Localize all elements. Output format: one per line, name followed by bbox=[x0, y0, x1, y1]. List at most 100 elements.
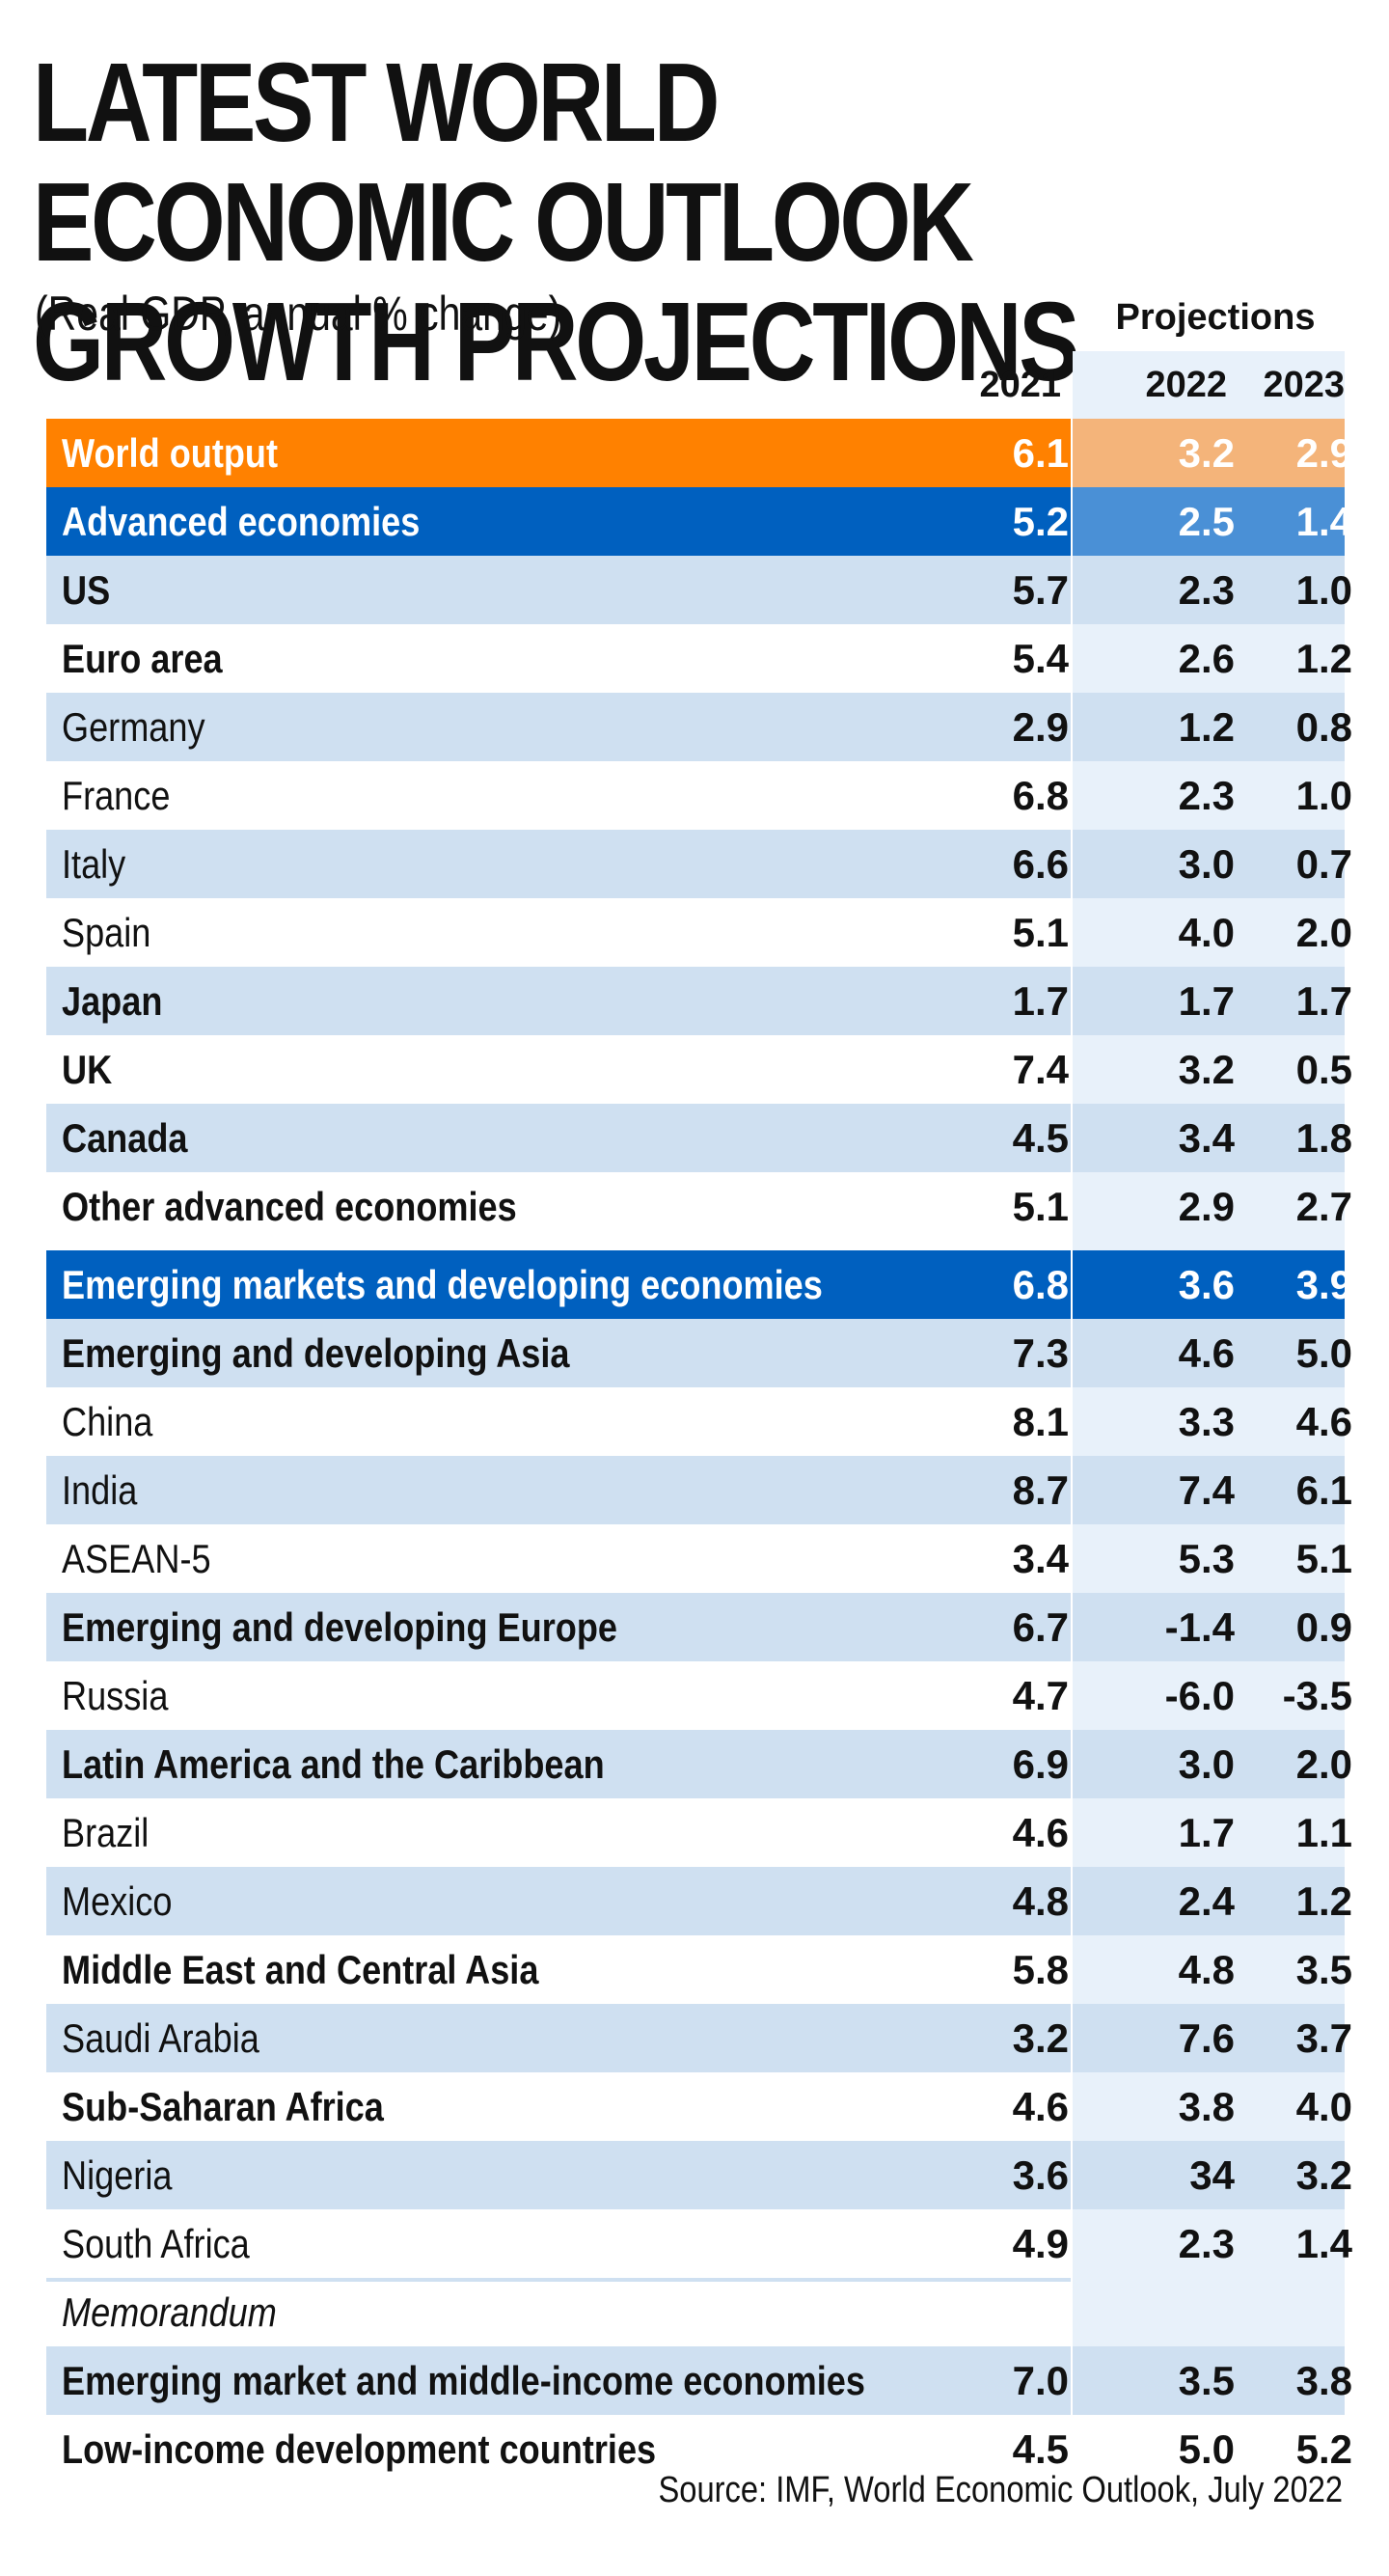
value-2021: 6.8 bbox=[1012, 1261, 1069, 1307]
table-row: Emerging and developing Asia 7.3 4.6 5.0 bbox=[46, 1319, 1352, 1387]
table-row: Emerging market and middle-income econom… bbox=[46, 2346, 1352, 2415]
row-label: Sub-Saharan Africa bbox=[62, 2083, 384, 2129]
column-divider bbox=[1071, 2415, 1073, 2483]
value-2021: 6.9 bbox=[1012, 1740, 1069, 1787]
value-2022: 7.6 bbox=[1178, 2014, 1235, 2061]
row-background bbox=[46, 2346, 1071, 2415]
value-2023: 3.2 bbox=[1295, 2151, 1352, 2198]
row-background bbox=[46, 1104, 1071, 1172]
table-row: Sub-Saharan Africa 4.6 3.8 4.0 bbox=[46, 2072, 1352, 2141]
row-label: Emerging and developing Europe bbox=[62, 1603, 617, 1650]
value-2022: 2.3 bbox=[1178, 2220, 1235, 2266]
row-background bbox=[46, 693, 1071, 761]
row-label: Other advanced economies bbox=[62, 1183, 517, 1229]
value-2022: 3.4 bbox=[1178, 1114, 1235, 1161]
column-divider bbox=[1071, 1661, 1073, 1730]
column-divider bbox=[1071, 761, 1073, 830]
table-row: Japan 1.7 1.7 1.7 bbox=[46, 967, 1352, 1035]
value-2022: 1.2 bbox=[1178, 703, 1235, 750]
value-2023: 1.2 bbox=[1295, 635, 1352, 681]
table-row: Brazil 4.6 1.7 1.1 bbox=[46, 1798, 1352, 1867]
row-projection-background bbox=[1073, 1456, 1345, 1524]
value-2022: 3.6 bbox=[1178, 1261, 1235, 1307]
row-projection-background bbox=[1073, 1730, 1345, 1798]
value-2021: 5.7 bbox=[1012, 566, 1069, 613]
value-2021: 3.2 bbox=[1012, 2014, 1069, 2061]
value-2022: 2.3 bbox=[1178, 566, 1235, 613]
value-2021: 7.4 bbox=[1012, 1046, 1069, 1092]
value-2023: 4.6 bbox=[1295, 1398, 1352, 1444]
table-row: India 8.7 7.4 6.1 bbox=[46, 1456, 1352, 1524]
value-2023: 0.5 bbox=[1295, 1046, 1352, 1092]
value-2023: 3.5 bbox=[1295, 1946, 1352, 1992]
value-2021: 2.9 bbox=[1012, 703, 1069, 750]
column-divider bbox=[1071, 1104, 1073, 1172]
row-background bbox=[46, 1250, 1071, 1319]
value-2022: 2.3 bbox=[1178, 772, 1235, 818]
value-2022: 5.3 bbox=[1178, 1535, 1235, 1581]
table-row: World output 6.1 3.2 2.9 bbox=[46, 419, 1352, 487]
row-label: UK bbox=[62, 1046, 113, 1092]
value-2023: 3.7 bbox=[1295, 2014, 1352, 2061]
value-2023: 2.0 bbox=[1295, 909, 1352, 955]
column-divider bbox=[1071, 1172, 1073, 1241]
column-divider bbox=[1071, 830, 1073, 898]
column-divider bbox=[1071, 1593, 1073, 1661]
value-2023: 2.9 bbox=[1295, 429, 1352, 476]
value-2022: 5.0 bbox=[1178, 2425, 1235, 2472]
value-2021: 5.1 bbox=[1012, 909, 1069, 955]
value-2023: 4.0 bbox=[1295, 2083, 1352, 2129]
value-2023: 0.7 bbox=[1295, 840, 1352, 887]
value-2021: 6.8 bbox=[1012, 772, 1069, 818]
row-background bbox=[46, 1798, 1071, 1867]
value-2021: 4.5 bbox=[1012, 2425, 1069, 2472]
row-projection-background bbox=[1073, 830, 1345, 898]
column-divider bbox=[1071, 1387, 1073, 1456]
value-2022: 4.0 bbox=[1178, 909, 1235, 955]
row-projection-background bbox=[1073, 556, 1345, 624]
value-2022: 4.8 bbox=[1178, 1946, 1235, 1992]
column-header-2023: 2023 bbox=[1263, 365, 1345, 405]
value-2023: 2.7 bbox=[1295, 1183, 1352, 1229]
chart-title: LATEST WORLD ECONOMIC OUTLOOK GROWTH PRO… bbox=[33, 40, 1080, 404]
row-background bbox=[46, 1593, 1071, 1661]
table-row: Emerging markets and developing economie… bbox=[46, 1250, 1352, 1319]
value-2023: 1.1 bbox=[1295, 1809, 1352, 1855]
value-2023: 2.0 bbox=[1295, 1740, 1352, 1787]
row-label: Middle East and Central Asia bbox=[62, 1946, 539, 1992]
column-divider bbox=[1071, 1319, 1073, 1387]
row-projection-background bbox=[1073, 2141, 1345, 2209]
table-row: Advanced economies 5.2 2.5 1.4 bbox=[46, 487, 1352, 556]
table-row: ASEAN-5 3.4 5.3 5.1 bbox=[46, 1524, 1352, 1593]
row-label: Russia bbox=[62, 1672, 169, 1718]
row-projection-background bbox=[1073, 2346, 1345, 2415]
row-background bbox=[46, 2141, 1071, 2209]
column-divider bbox=[1071, 1456, 1073, 1524]
row-label: ASEAN-5 bbox=[62, 1535, 211, 1581]
value-2021: 4.6 bbox=[1012, 2083, 1069, 2129]
column-divider bbox=[1071, 1250, 1073, 1319]
table-row: Latin America and the Caribbean 6.9 3.0 2.0 bbox=[46, 1730, 1352, 1798]
value-2022: 2.5 bbox=[1178, 498, 1235, 544]
value-2021: 5.2 bbox=[1012, 498, 1069, 544]
column-divider bbox=[1071, 2141, 1073, 2209]
row-label: Italy bbox=[62, 840, 126, 887]
value-2021: 4.8 bbox=[1012, 1877, 1069, 1924]
row-label: Brazil bbox=[62, 1809, 150, 1855]
row-projection-background bbox=[1073, 1104, 1345, 1172]
value-2021: 3.6 bbox=[1012, 2151, 1069, 2198]
row-background bbox=[46, 830, 1071, 898]
value-2022: 2.6 bbox=[1178, 635, 1235, 681]
row-label: Euro area bbox=[62, 635, 223, 681]
row-label: Saudi Arabia bbox=[62, 2014, 259, 2061]
row-label: Canada bbox=[62, 1114, 188, 1161]
column-divider bbox=[1071, 1867, 1073, 1935]
row-background bbox=[46, 761, 1071, 830]
value-2022: -1.4 bbox=[1164, 1603, 1235, 1650]
column-divider bbox=[1071, 693, 1073, 761]
row-projection-background bbox=[1073, 967, 1345, 1035]
column-divider bbox=[1071, 2072, 1073, 2141]
column-divider bbox=[1071, 1935, 1073, 2004]
value-2021: 5.8 bbox=[1012, 1946, 1069, 1992]
table-row: Other advanced economies 5.1 2.9 2.7 bbox=[46, 1172, 1352, 1241]
